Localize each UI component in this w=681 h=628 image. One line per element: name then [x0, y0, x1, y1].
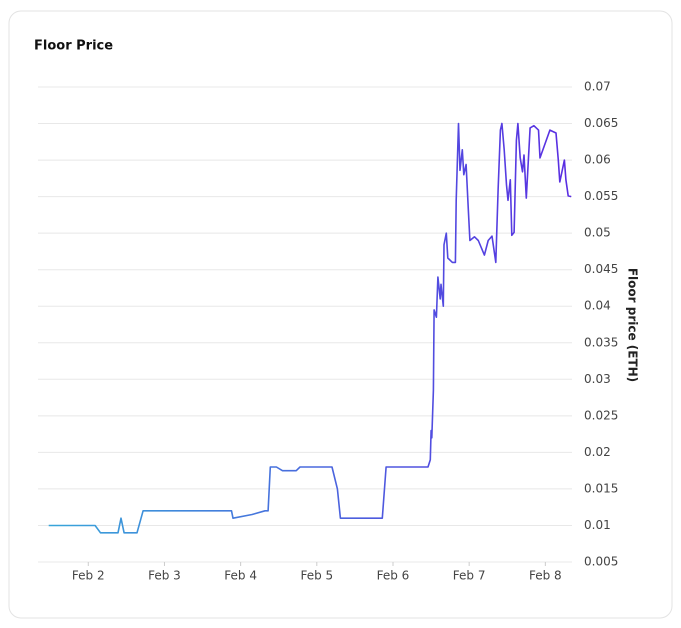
- card: [8, 10, 673, 619]
- x-tick-label: Feb 6: [377, 569, 410, 583]
- y-tick-label: 0.065: [584, 116, 618, 130]
- y-tick-label: 0.05: [584, 226, 611, 240]
- x-tick-label: Feb 2: [72, 569, 105, 583]
- y-tick-label: 0.02: [584, 445, 611, 459]
- x-tick-label: Feb 8: [529, 569, 562, 583]
- y-tick-label: 0.055: [584, 189, 618, 203]
- x-tick-label: Feb 5: [300, 569, 333, 583]
- y-tick-label: 0.03: [584, 372, 611, 386]
- y-tick-label: 0.005: [584, 555, 618, 569]
- price-line: [48, 122, 572, 534]
- y-tick-label: 0.035: [584, 335, 618, 349]
- y-tick-label: 0.015: [584, 481, 618, 495]
- y-tick-label: 0.06: [584, 153, 611, 167]
- y-tick-label: 0.045: [584, 262, 618, 276]
- y-tick-label: 0.04: [584, 299, 611, 313]
- y-tick-label: 0.025: [584, 408, 618, 422]
- x-tick-label: Feb 7: [453, 569, 486, 583]
- chart-title: Floor Price: [34, 39, 113, 54]
- x-tick-label: Feb 4: [224, 569, 257, 583]
- y-axis-label: Floor price (ETH): [626, 268, 640, 382]
- y-tick-label: 0.01: [584, 518, 611, 532]
- x-tick-label: Feb 3: [148, 569, 181, 583]
- y-tick-label: 0.07: [584, 80, 611, 94]
